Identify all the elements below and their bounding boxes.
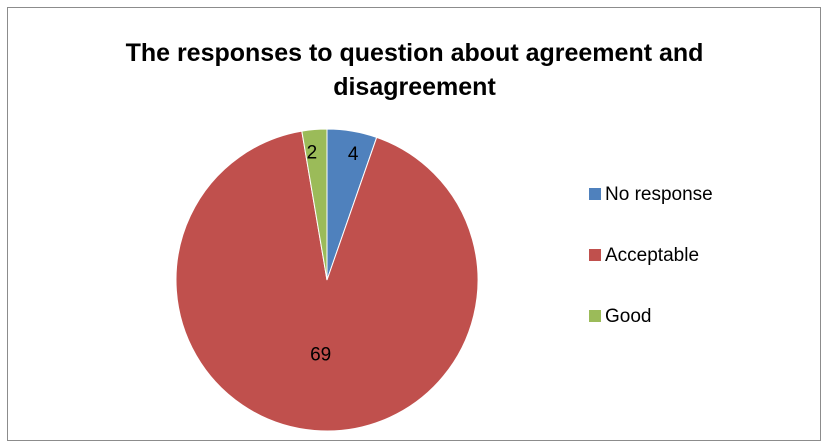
legend-label-no-response: No response [605, 184, 713, 205]
pie-slice-acceptable [175, 130, 479, 432]
legend-swatch-good [589, 310, 601, 322]
legend-label-good: Good [605, 306, 651, 327]
legend-swatch-acceptable [589, 249, 601, 261]
legend-label-acceptable: Acceptable [605, 245, 699, 266]
chart-title: The responses to question about agreemen… [0, 36, 829, 104]
data-label-acceptable: 69 [310, 344, 331, 365]
chart-title-line-1: The responses to question about agreemen… [125, 39, 704, 67]
data-label-good: 2 [307, 143, 318, 164]
chart-title-line-2: disagreement [333, 73, 496, 101]
data-label-no-response: 4 [348, 144, 359, 165]
legend-swatch-no-response [589, 188, 601, 200]
pie-slice-good [301, 128, 328, 281]
